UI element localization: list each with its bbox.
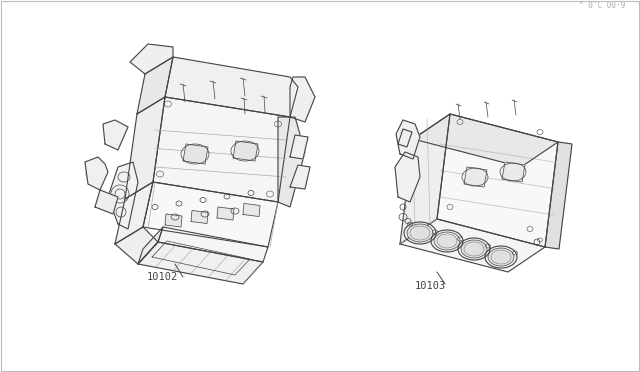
Polygon shape xyxy=(217,207,234,220)
Polygon shape xyxy=(400,114,450,244)
Polygon shape xyxy=(290,77,315,122)
Text: ^ 0'C 00·9: ^ 0'C 00·9 xyxy=(579,1,625,10)
Polygon shape xyxy=(95,190,118,214)
Polygon shape xyxy=(115,182,153,244)
Polygon shape xyxy=(130,44,173,74)
Polygon shape xyxy=(137,57,173,114)
Polygon shape xyxy=(278,117,305,207)
Polygon shape xyxy=(125,97,165,199)
Text: 10103: 10103 xyxy=(415,281,446,291)
Polygon shape xyxy=(464,167,487,187)
Polygon shape xyxy=(138,227,163,264)
Polygon shape xyxy=(243,203,260,217)
Polygon shape xyxy=(400,219,545,272)
Polygon shape xyxy=(233,141,258,161)
Polygon shape xyxy=(545,142,572,249)
Ellipse shape xyxy=(461,240,487,258)
Polygon shape xyxy=(396,120,420,159)
Polygon shape xyxy=(165,214,182,227)
Polygon shape xyxy=(143,182,278,247)
Polygon shape xyxy=(115,227,158,264)
Polygon shape xyxy=(103,120,128,150)
Polygon shape xyxy=(191,211,208,224)
Polygon shape xyxy=(183,144,208,164)
Polygon shape xyxy=(437,114,558,247)
Polygon shape xyxy=(85,157,108,190)
Polygon shape xyxy=(165,57,298,117)
Text: 10102: 10102 xyxy=(147,272,179,282)
Ellipse shape xyxy=(407,224,433,242)
Polygon shape xyxy=(398,129,412,147)
Polygon shape xyxy=(290,165,310,189)
Polygon shape xyxy=(158,227,268,262)
Polygon shape xyxy=(138,242,263,284)
Polygon shape xyxy=(502,162,525,182)
Ellipse shape xyxy=(434,232,460,250)
Ellipse shape xyxy=(488,248,514,266)
Polygon shape xyxy=(153,97,290,202)
Polygon shape xyxy=(413,114,558,167)
Polygon shape xyxy=(290,135,308,159)
Polygon shape xyxy=(395,152,420,202)
Polygon shape xyxy=(108,162,138,229)
